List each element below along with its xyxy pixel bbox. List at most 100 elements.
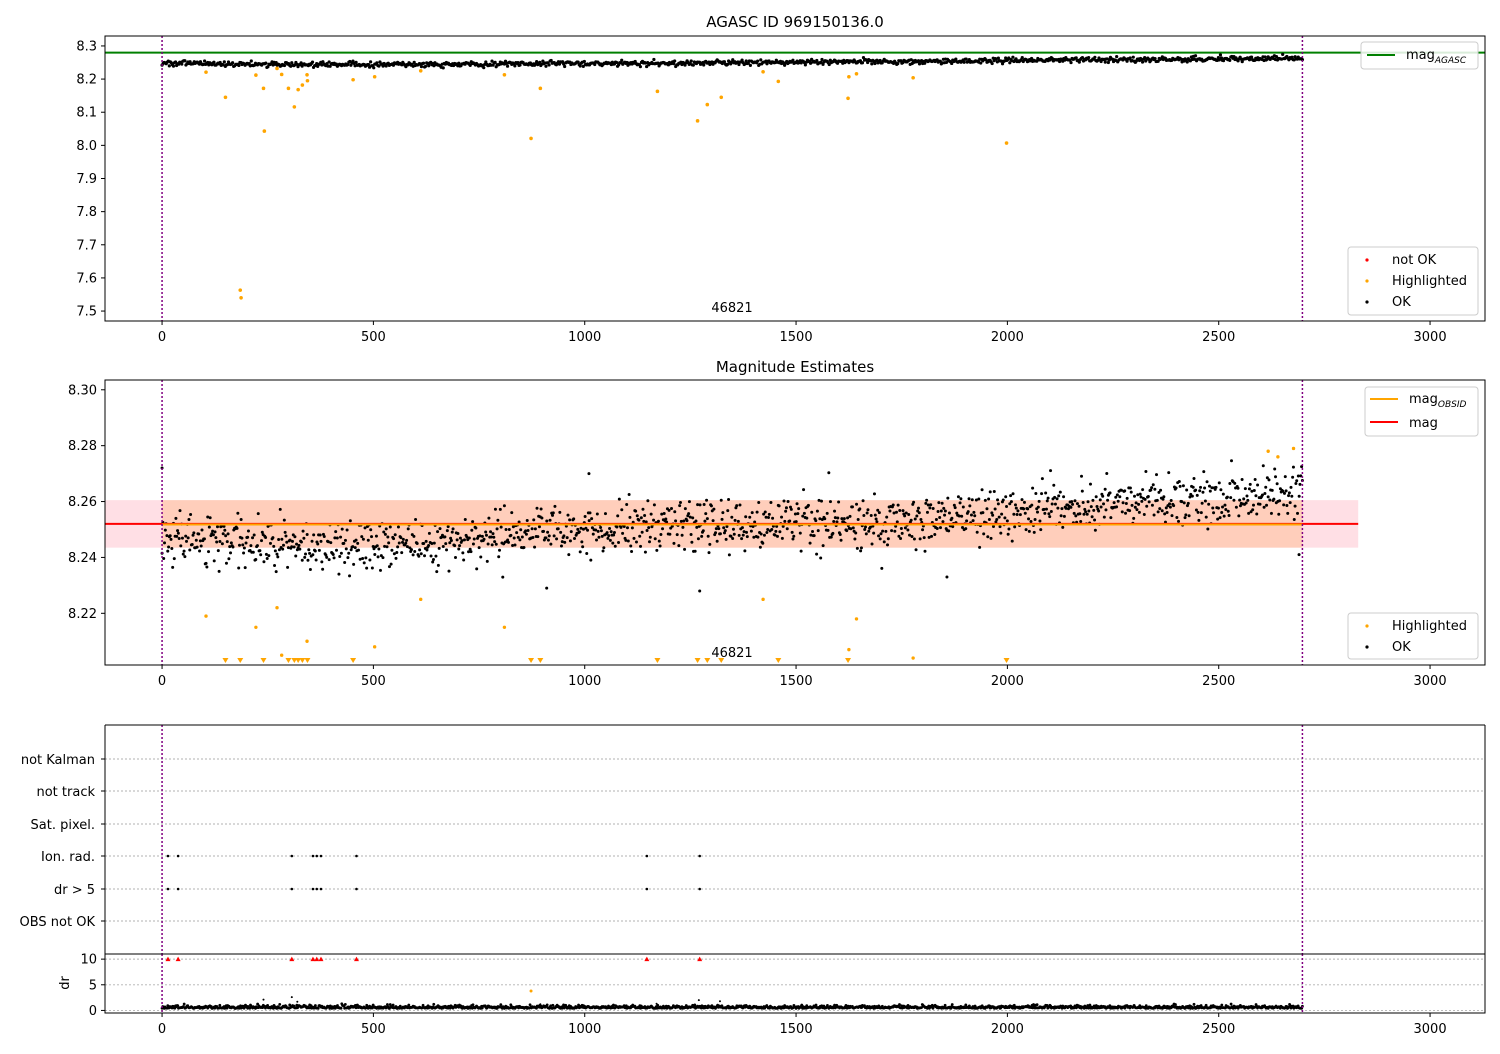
ok-point bbox=[704, 512, 708, 516]
ok-point bbox=[1119, 488, 1123, 492]
ok-point bbox=[1219, 488, 1223, 492]
ok-point bbox=[474, 526, 478, 530]
ok-point bbox=[1251, 508, 1255, 512]
ok-point bbox=[782, 499, 786, 503]
ok-point bbox=[572, 517, 576, 521]
flag-point bbox=[166, 887, 170, 891]
ok-point bbox=[411, 553, 415, 557]
ok-point bbox=[715, 539, 719, 543]
ok-point bbox=[622, 525, 626, 529]
ok-point bbox=[478, 534, 482, 538]
highlighted-point bbox=[502, 72, 507, 77]
ok-point bbox=[176, 1004, 180, 1008]
ok-point bbox=[494, 542, 498, 546]
ok-point bbox=[992, 489, 996, 493]
ok-point bbox=[524, 532, 528, 536]
ok-point bbox=[1007, 527, 1011, 531]
ok-point bbox=[422, 541, 426, 545]
ok-point bbox=[482, 66, 486, 70]
ok-point bbox=[401, 540, 405, 544]
ok-point bbox=[1224, 507, 1228, 511]
ok-point bbox=[769, 500, 773, 504]
ok-point bbox=[899, 526, 903, 530]
highlighted-below-marker bbox=[285, 658, 292, 663]
ok-point bbox=[757, 501, 761, 505]
ok-point bbox=[321, 567, 325, 571]
ok-point bbox=[386, 1003, 389, 1006]
ok-point bbox=[512, 536, 516, 540]
ok-point bbox=[872, 531, 876, 535]
ok-point bbox=[432, 541, 436, 545]
ok-point bbox=[837, 500, 841, 504]
ok-point bbox=[1282, 491, 1286, 495]
ok-point bbox=[1116, 499, 1120, 503]
ok-point bbox=[229, 541, 233, 545]
ok-point bbox=[1229, 459, 1233, 463]
ok-point bbox=[262, 998, 265, 1001]
ok-point bbox=[423, 554, 427, 558]
ok-point bbox=[765, 62, 769, 66]
ok-point bbox=[463, 517, 467, 521]
x-tick-label: 1500 bbox=[780, 1022, 813, 1037]
ok-point bbox=[833, 509, 837, 513]
ok-point bbox=[1274, 55, 1279, 59]
ok-point bbox=[455, 538, 459, 542]
ok-point bbox=[856, 517, 860, 521]
ok-point bbox=[659, 533, 663, 537]
ok-point bbox=[653, 537, 657, 541]
highlighted-point bbox=[204, 614, 208, 618]
ok-point bbox=[405, 538, 409, 542]
ok-point bbox=[1108, 491, 1112, 495]
ok-point bbox=[1058, 490, 1062, 494]
ok-point bbox=[875, 520, 879, 524]
highlighted-point bbox=[695, 119, 700, 123]
ok-point bbox=[1001, 498, 1005, 502]
ok-point bbox=[1139, 495, 1143, 499]
ok-point bbox=[434, 554, 438, 558]
panel1-obsid-label: 46821 bbox=[711, 301, 752, 316]
x-tick-label: 1000 bbox=[568, 674, 601, 689]
ok-point bbox=[544, 64, 548, 68]
ok-point bbox=[1169, 499, 1173, 503]
ok-point bbox=[1228, 58, 1232, 63]
ok-point bbox=[504, 528, 508, 532]
ok-point bbox=[171, 64, 176, 68]
ok-point bbox=[412, 534, 416, 538]
ok-point bbox=[166, 549, 170, 553]
ok-point bbox=[493, 507, 497, 511]
ok-point bbox=[798, 531, 802, 535]
ok-point bbox=[777, 504, 781, 508]
ok-point bbox=[553, 504, 557, 508]
ok-point bbox=[1186, 501, 1190, 505]
ok-point bbox=[888, 509, 892, 513]
ok-point bbox=[540, 516, 544, 520]
ok-point bbox=[1265, 476, 1269, 480]
ok-point bbox=[1274, 475, 1278, 479]
ok-point bbox=[647, 540, 651, 544]
ok-point bbox=[255, 544, 259, 548]
ok-point bbox=[1253, 477, 1257, 481]
ok-point bbox=[608, 538, 612, 542]
ok-point bbox=[456, 532, 460, 536]
ok-point bbox=[251, 536, 255, 540]
ok-point bbox=[369, 60, 373, 64]
ok-point bbox=[222, 524, 226, 528]
ok-point bbox=[243, 566, 247, 570]
ok-point bbox=[544, 536, 548, 540]
ok-point bbox=[1216, 517, 1220, 521]
ok-point bbox=[851, 526, 855, 530]
ok-point bbox=[409, 548, 413, 552]
ok-point bbox=[242, 546, 246, 550]
ok-point bbox=[236, 511, 240, 515]
ok-point bbox=[802, 488, 806, 492]
ok-point bbox=[549, 58, 553, 63]
ok-point bbox=[588, 511, 592, 515]
ok-point bbox=[953, 506, 957, 510]
ok-point bbox=[765, 530, 769, 534]
ok-point bbox=[853, 537, 857, 541]
ok-point bbox=[1006, 532, 1010, 536]
ok-point bbox=[1160, 509, 1164, 513]
flag-point bbox=[645, 887, 649, 891]
ok-point bbox=[741, 533, 745, 537]
ok-point bbox=[1265, 503, 1269, 507]
